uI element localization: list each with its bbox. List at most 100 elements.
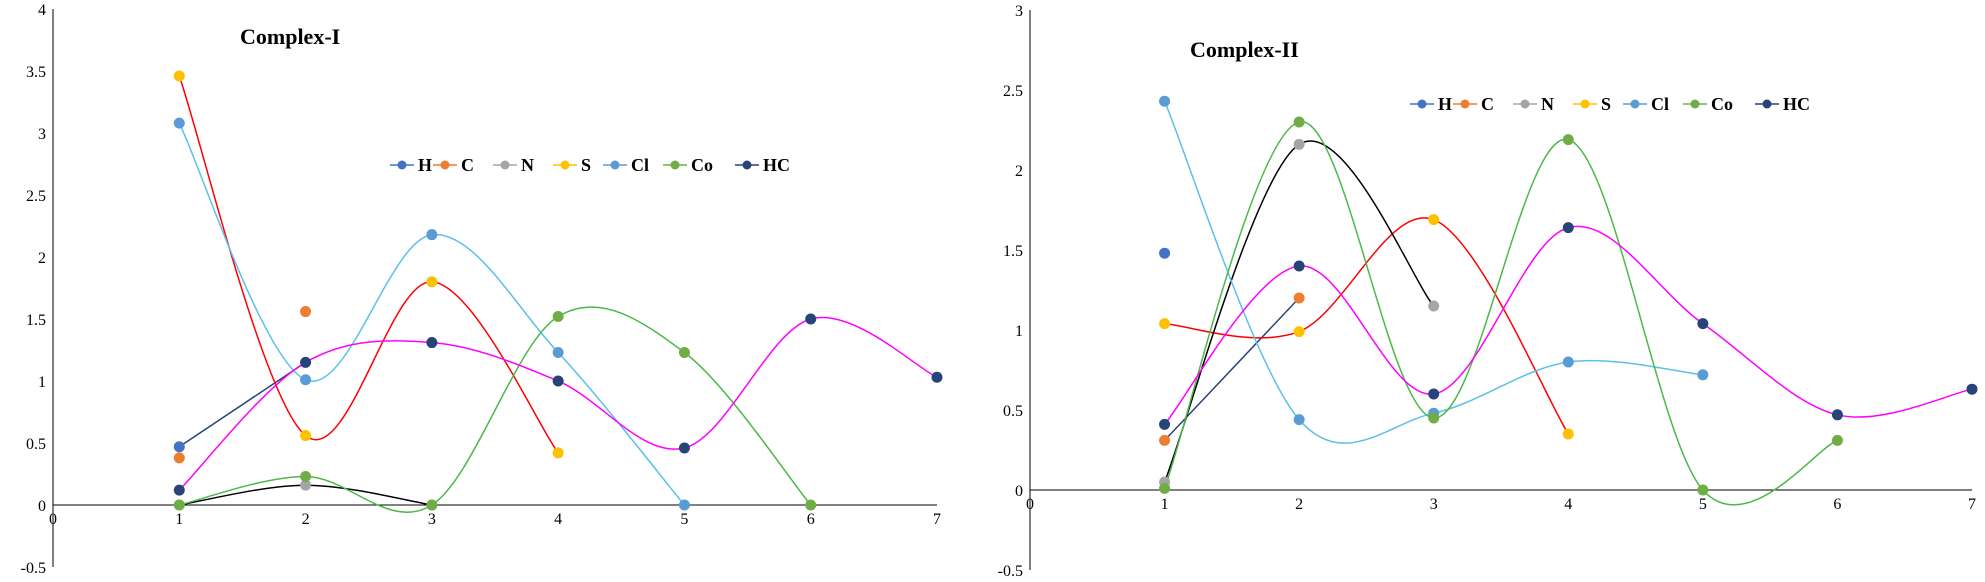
- legend-marker: [1630, 99, 1640, 109]
- x-tick-label: 4: [1564, 496, 1572, 513]
- data-point-co: [1831, 434, 1843, 446]
- legend-label: N: [1541, 94, 1554, 114]
- legend-label: Co: [1711, 94, 1733, 114]
- data-point-cl: [426, 229, 438, 241]
- data-point-cl: [552, 346, 564, 358]
- y-tick-label: 0: [38, 498, 46, 515]
- data-point-n: [1428, 300, 1440, 312]
- data-point-s: [173, 70, 185, 82]
- legend-marker: [742, 160, 752, 170]
- series-curve: [178, 361, 307, 448]
- x-tick-label: 7: [933, 511, 941, 528]
- series-curve: [1164, 225, 1973, 425]
- series-curve: [178, 316, 938, 491]
- data-point-s: [426, 276, 438, 288]
- data-point-co: [1428, 412, 1440, 424]
- legend-label: H: [418, 155, 432, 175]
- data-point-co: [173, 499, 185, 511]
- x-tick-label: 5: [680, 511, 688, 528]
- data-point-hc: [678, 442, 690, 454]
- data-point-hc: [300, 356, 312, 368]
- data-point-cl: [1159, 95, 1171, 107]
- data-point-cl: [1293, 414, 1305, 426]
- legend-label: Co: [691, 155, 713, 175]
- data-point-h: [1159, 247, 1171, 259]
- data-point-cl: [300, 374, 312, 386]
- y-tick-label: 2.5: [1003, 83, 1023, 100]
- x-tick-label: 4: [554, 511, 562, 528]
- data-point-co: [1159, 482, 1171, 494]
- x-tick-label: 6: [1833, 496, 1841, 513]
- legend-item-hc: HC: [735, 155, 790, 175]
- data-point-c: [1159, 434, 1171, 446]
- data-point-cl: [173, 117, 185, 129]
- data-point-hc: [1697, 318, 1709, 330]
- y-tick-label: 0.5: [1003, 403, 1023, 420]
- data-point-hc: [552, 375, 564, 387]
- y-tick-label: 3: [38, 126, 46, 143]
- data-point-co: [1562, 134, 1574, 146]
- data-point-c: [173, 452, 185, 464]
- data-point-co: [1697, 484, 1709, 496]
- legend-marker: [1762, 99, 1772, 109]
- chart-complex-i: Complex-I -0.5 0 0.5 1 1.5 2 2.5 3 3.5 4 0 1 2 3 4 5 6 7 H…: [21, 2, 943, 577]
- legend-item-h: H: [390, 155, 432, 175]
- data-point-hc: [173, 484, 185, 496]
- legend-item-s: S: [553, 155, 591, 175]
- y-tick-label: -0.5: [998, 563, 1023, 580]
- data-point-hc: [931, 371, 943, 383]
- data-point-co: [1293, 116, 1305, 128]
- data-point-co: [805, 499, 817, 511]
- data-point-cl: [678, 499, 690, 511]
- y-tick-label: -0.5: [21, 560, 46, 577]
- x-tick-label: 5: [1699, 496, 1707, 513]
- data-point-hc: [1831, 409, 1843, 421]
- legend-label: H: [1438, 94, 1452, 114]
- x-tick-label: 7: [1968, 496, 1976, 513]
- chart-complex-ii: Complex-II -0.500.511.522.530 1 2 3 4 5 6 7H C N S…: [998, 3, 1978, 580]
- data-point-hc: [805, 313, 817, 325]
- x-tick-label: 3: [1430, 496, 1438, 513]
- legend-item-n: N: [1513, 94, 1554, 114]
- data-point-s: [1562, 428, 1574, 440]
- legend-label: C: [1481, 94, 1494, 114]
- legend-marker: [560, 160, 570, 170]
- legend-marker: [500, 160, 510, 170]
- y-tick-label: 0: [1015, 483, 1023, 500]
- y-tick-label: 1.5: [1003, 243, 1023, 260]
- legend-item-h: H: [1410, 94, 1452, 114]
- x-tick-label: 2: [302, 511, 310, 528]
- legend-item-hc: HC: [1755, 94, 1810, 114]
- legend-marker: [1580, 99, 1590, 109]
- chart-title: Complex-I: [240, 24, 340, 49]
- legend-marker: [1417, 99, 1427, 109]
- data-point-hc: [1966, 383, 1978, 395]
- legend-label: HC: [763, 155, 790, 175]
- data-point-hc: [426, 337, 438, 349]
- data-point-h: [173, 441, 185, 453]
- data-point-s: [552, 447, 564, 459]
- legend-marker: [1690, 99, 1700, 109]
- x-tick-label: 0: [49, 511, 57, 528]
- legend-item-c: C: [433, 155, 474, 175]
- chart-title: Complex-II: [1190, 37, 1299, 62]
- data-point-co: [300, 470, 312, 482]
- data-point-s: [300, 430, 312, 442]
- y-tick-label: 4: [38, 2, 46, 19]
- legend-label: Cl: [631, 155, 649, 175]
- legend-marker: [1460, 99, 1470, 109]
- legend-label: C: [461, 155, 474, 175]
- series-curve: [178, 122, 685, 506]
- legend-marker: [440, 160, 450, 170]
- legend-item-co: Co: [1683, 94, 1733, 114]
- y-tick-label: 0.5: [26, 436, 46, 453]
- data-point-s: [1159, 318, 1171, 330]
- legend-item-c: C: [1453, 94, 1494, 114]
- data-point-s: [1428, 214, 1440, 226]
- y-tick-label: 3: [1015, 3, 1023, 20]
- data-point-c: [300, 306, 312, 318]
- legend-item-s: S: [1573, 94, 1611, 114]
- series-curve: [1163, 100, 1703, 444]
- y-tick-label: 1: [1015, 323, 1023, 340]
